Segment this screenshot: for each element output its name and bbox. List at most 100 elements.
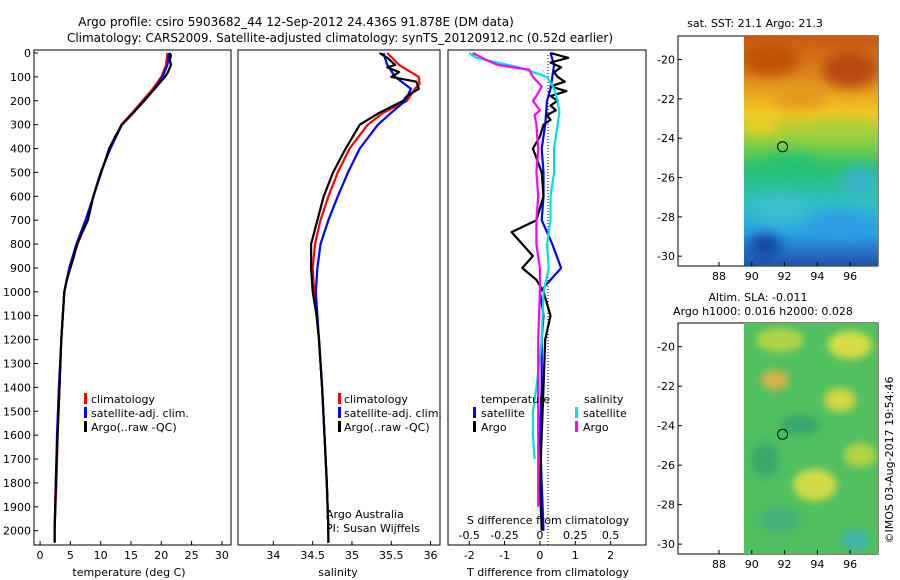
legend-swatch-satellite [84,407,87,418]
salinity-panel: 34 34.5 35 35.5 36 climatology satellite-adj… [237,49,442,579]
legend-swatch-sal-argo [575,421,578,432]
s-tick-label: -0.5 [458,529,479,542]
depth-ticks: 0 100 200 300 400 500 600 700 800 900 1000 1100 1200… [3,47,38,538]
x-tick-label: 34 [266,549,280,562]
s-tick-label: 0.25 [563,529,588,542]
x-tick-label: 0 [37,549,44,562]
map-y-tick-label: -28 [657,211,675,224]
map-x-tick-label: 94 [810,270,824,283]
s-tick-label: 0.5 [602,529,620,542]
sst-argo-location-marker [777,141,789,153]
map-x-tick-label: 96 [843,558,857,571]
map-x-tick-label: 88 [712,558,726,571]
x-tick-label: 25 [185,549,199,562]
map-x-tick-label: 94 [810,558,824,571]
sla-heatmap [744,323,878,554]
difference-legend: temperature salinity satellite satellite… [473,393,627,434]
map-y-tick-label: -26 [657,172,675,185]
temperature-lines [53,52,173,543]
depth-tick-label: 1500 [3,405,31,418]
salinity-annotation-line-2: PI: Susan Wijffels [326,522,420,535]
s-tick-label: 0 [536,529,543,542]
sla-argo-location-marker [777,428,789,440]
s-tick-label: -0.25 [490,529,518,542]
map-y-tick-label: -26 [657,459,675,472]
legend-swatch-sal-satellite [575,407,578,418]
temperature-plot-frame [33,49,232,546]
legend-swatch-climatology [84,393,87,404]
map-x-tick-label: 90 [745,270,759,283]
map-x-tick-label: 88 [712,270,726,283]
legend-label-temp-argo: Argo [481,421,507,434]
sla-map-panel: Altim. SLA: -0.011 Argo h1000: 0.016 h20… [657,291,879,571]
x-tick-label: 5 [67,549,74,562]
legend-swatch-temp-satellite [473,407,476,418]
legend-label-argo: Argo(..raw -QC) [91,421,177,434]
legend-swatch-argo [84,421,87,432]
map-y-tick-label: -30 [657,250,675,263]
x-tick-label: 35 [345,549,359,562]
depth-tick-label: 800 [10,238,31,251]
map-y-tick-label: -22 [657,93,675,106]
depth-tick-label: 1800 [3,477,31,490]
depth-tick-label: 1100 [3,310,31,323]
depth-tick-label: 600 [10,190,31,203]
sst-heatmap [744,36,878,266]
x-tick-label: -1 [499,549,510,562]
x-tick-label: 30 [215,549,229,562]
s-difference-label: S difference from climatology [467,514,630,527]
map-y-tick-label: -20 [657,54,675,67]
series-line-argo [310,52,420,543]
map-y-tick-label: -22 [657,380,675,393]
legend-label-temp-satellite: satellite [481,407,525,420]
legend-swatch-climatology [338,393,341,404]
salinity-lines [310,52,421,543]
legend-swatch-argo [338,421,341,432]
x-tick-label: 0 [536,549,543,562]
legend-swatch-satellite [338,407,341,418]
depth-tick-label: 400 [10,143,31,156]
map-x-tick-label: 92 [778,558,792,571]
legend-label-climatology: climatology [91,393,155,406]
map-y-tick-label: -20 [657,341,675,354]
title-line-2: Climatology: CARS2009. Satellite-adjuste… [67,31,613,45]
map-y-tick-label: -24 [657,420,675,433]
legend-title-salinity: salinity [584,393,624,406]
depth-tick-label: 100 [10,71,31,84]
legend-label-climatology: climatology [344,393,408,406]
depth-tick-label: 1300 [3,357,31,370]
depth-tick-label: 500 [10,166,31,179]
x-tick-label: 35.5 [379,549,404,562]
depth-tick-label: 0 [24,47,31,60]
depth-tick-label: 1600 [3,429,31,442]
sst-map-ticks: 88 90 92 94 96 -20 -22 -24 -26 -28 -30 [657,54,857,283]
temperature-panel: 0100200300400500600700800900100011001200… [3,47,232,579]
series-line-argo [53,52,173,543]
series-line-temperature-satellite [538,52,563,531]
sst-map-panel: sat. SST: 21.1 Argo: 21.3 88 90 92 94 96 -20 -… [657,17,879,283]
temperature-x-label: temperature (deg C) [72,566,185,579]
salinity-plot-frame [237,49,441,546]
sla-map-ticks: 88 90 92 94 96 -20 -22 -24 -26 -28 -30 [657,341,857,571]
difference-panel: -2 -1 0 1 2 -0.5 -0.25 0 0.25 0.5 temperature sal… [447,49,647,579]
difference-plot-frame [447,49,647,546]
map-x-tick-label: 96 [843,270,857,283]
x-tick-label: 2 [607,549,614,562]
map-y-tick-label: -24 [657,132,675,145]
x-tick-label: 10 [94,549,108,562]
depth-tick-label: 1700 [3,453,31,466]
map-x-tick-label: 92 [778,270,792,283]
sst-map-title: sat. SST: 21.1 Argo: 21.3 [687,17,823,30]
legend-label-satellite: satellite-adj. clim. [91,407,189,420]
series-line-temperature-argo [510,51,570,531]
imos-timestamp: ©IMOS 03-Aug-2017 19:54:46 [883,377,896,544]
depth-tick-label: 200 [10,95,31,108]
depth-tick-label: 1900 [3,501,31,514]
x-tick-label: -2 [464,549,475,562]
legend-label-argo: Argo(..raw -QC) [344,421,430,434]
depth-tick-label: 1200 [3,334,31,347]
x-tick-label: 34.5 [300,549,325,562]
salinity-x-ticks: 34 34.5 35 35.5 36 [266,541,438,562]
salinity-x-label: salinity [318,566,358,579]
